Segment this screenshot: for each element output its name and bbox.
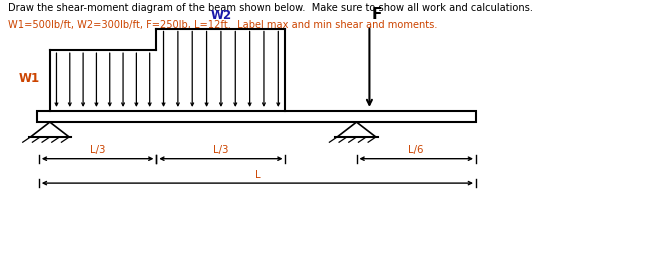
Text: L: L (254, 170, 260, 180)
Text: L/3: L/3 (213, 145, 228, 155)
Polygon shape (31, 122, 69, 137)
Text: W1: W1 (19, 72, 40, 84)
Text: L/6: L/6 (408, 145, 424, 155)
Polygon shape (337, 122, 376, 137)
Text: W2: W2 (210, 9, 232, 22)
Text: Draw the shear-moment diagram of the beam shown below.  Make sure to show all wo: Draw the shear-moment diagram of the bea… (8, 3, 533, 13)
Text: L/3: L/3 (90, 145, 106, 155)
Text: W1=500lb/ft, W2=300lb/ft, F=250lb, L=12ft.  Label max and min shear and moments.: W1=500lb/ft, W2=300lb/ft, F=250lb, L=12f… (8, 20, 438, 30)
Text: F: F (372, 7, 382, 22)
Bar (37, 111, 476, 122)
